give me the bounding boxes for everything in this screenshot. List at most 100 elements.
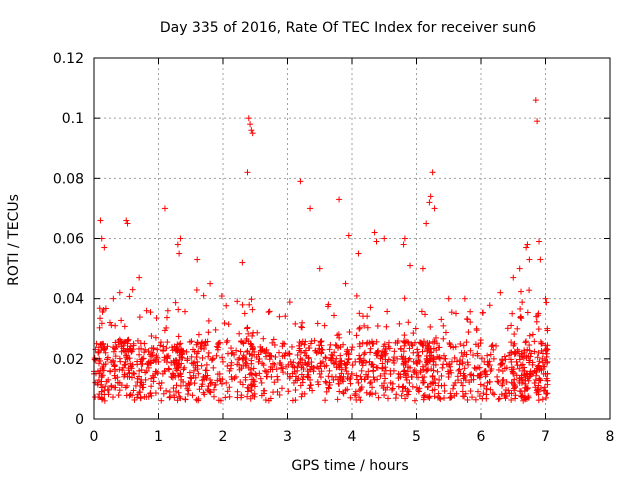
data-point [205, 353, 212, 360]
data-point [517, 288, 524, 295]
data-point [288, 343, 295, 350]
data-point [526, 287, 533, 294]
data-point [518, 379, 525, 386]
data-point [543, 353, 550, 360]
data-point [489, 342, 496, 349]
data-point [475, 372, 482, 379]
data-point [370, 368, 377, 375]
data-point [103, 378, 110, 385]
data-point [223, 302, 230, 309]
data-point [177, 235, 184, 242]
data-point [411, 369, 418, 376]
data-point [470, 376, 477, 383]
data-point [145, 393, 152, 400]
data-point [435, 354, 442, 361]
data-point [379, 348, 386, 355]
data-point [533, 372, 540, 379]
data-point [110, 394, 117, 401]
data-point [318, 360, 325, 367]
data-point [307, 381, 314, 388]
data-point [295, 360, 302, 367]
data-point [129, 346, 136, 353]
data-point [438, 372, 445, 379]
data-point [111, 384, 118, 391]
data-point [487, 351, 494, 358]
data-point [210, 364, 217, 371]
data-point [465, 361, 472, 368]
y-tick-label: 0.04 [53, 292, 84, 308]
data-point [422, 311, 429, 318]
data-point [333, 342, 340, 349]
data-point [407, 262, 414, 269]
data-point [294, 363, 301, 370]
data-point [467, 371, 474, 378]
data-point [525, 377, 532, 384]
data-point [161, 205, 168, 212]
data-point [249, 371, 256, 378]
data-point [255, 358, 262, 365]
data-point [338, 370, 345, 377]
data-point [236, 354, 243, 361]
data-point [276, 391, 283, 398]
y-tick-label: 0.08 [53, 171, 84, 187]
data-point [176, 349, 183, 356]
data-point [99, 308, 106, 315]
data-point [544, 325, 551, 332]
data-point [535, 310, 542, 317]
data-point [529, 331, 536, 338]
data-point [453, 310, 460, 317]
data-point [501, 353, 508, 360]
data-point [244, 384, 251, 391]
data-point [516, 365, 523, 372]
data-point [332, 341, 339, 348]
data-point [111, 361, 118, 368]
data-point [343, 361, 350, 368]
data-point [173, 357, 180, 364]
data-point [191, 380, 198, 387]
data-point [517, 305, 524, 312]
data-point [357, 385, 364, 392]
data-point [121, 323, 128, 330]
data-point [224, 388, 231, 395]
data-point [357, 373, 364, 380]
data-point [205, 317, 212, 324]
data-point [245, 330, 252, 337]
data-point [122, 384, 129, 391]
data-point [355, 379, 362, 386]
data-point [214, 377, 221, 384]
data-point [510, 385, 517, 392]
data-point [115, 392, 122, 399]
data-point [169, 371, 176, 378]
data-point [314, 320, 321, 327]
data-point [420, 366, 427, 373]
data-point [496, 395, 503, 402]
data-point [299, 319, 306, 326]
data-point [294, 352, 301, 359]
data-point [299, 356, 306, 363]
data-point [184, 391, 191, 398]
data-point [381, 370, 388, 377]
data-point [472, 396, 479, 403]
data-point [239, 339, 246, 346]
data-point [129, 286, 136, 293]
data-point [489, 390, 496, 397]
data-point [411, 397, 418, 404]
data-point [153, 315, 160, 322]
x-tick-label: 2 [219, 429, 228, 445]
data-point [141, 340, 148, 347]
data-point [464, 359, 471, 366]
data-point [138, 345, 145, 352]
data-point [337, 344, 344, 351]
data-point [198, 345, 205, 352]
data-point [479, 309, 486, 316]
data-point [244, 348, 251, 355]
data-point [474, 388, 481, 395]
data-point [485, 361, 492, 368]
data-point [480, 390, 487, 397]
data-point [421, 391, 428, 398]
data-point [486, 378, 493, 385]
data-point [456, 366, 463, 373]
data-point [189, 392, 196, 399]
data-point [301, 359, 308, 366]
data-point [535, 382, 542, 389]
